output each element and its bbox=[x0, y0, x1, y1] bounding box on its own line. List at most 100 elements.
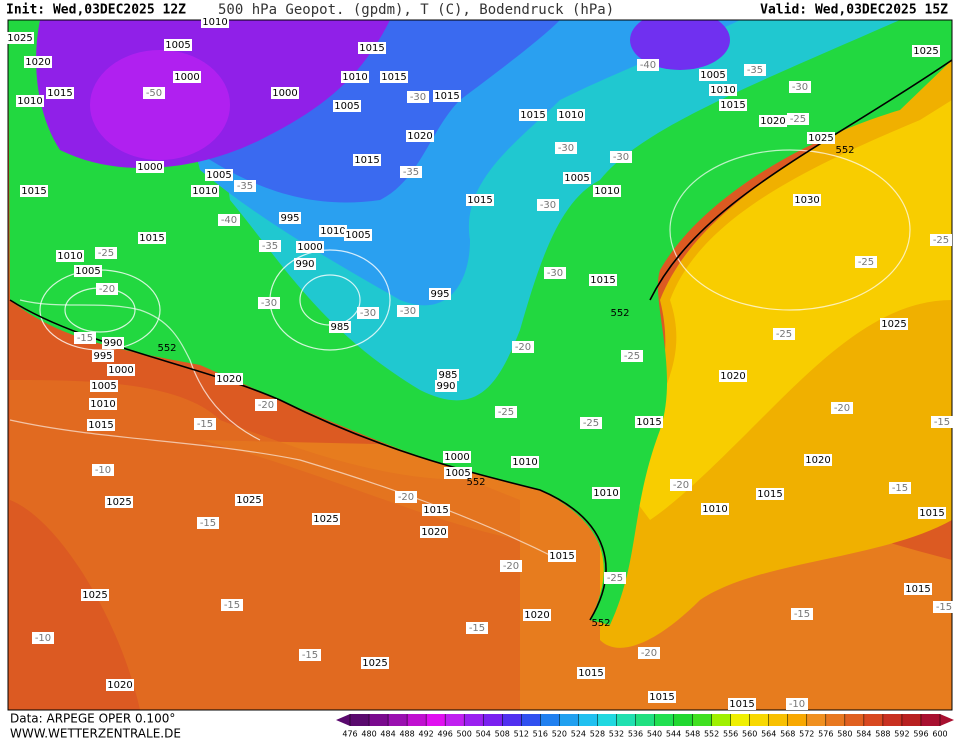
temperature-label-box bbox=[621, 350, 643, 362]
temperature-label: -25 bbox=[583, 418, 599, 429]
colorbar-cell bbox=[426, 714, 446, 726]
temperature-label: -30 bbox=[261, 298, 277, 309]
pressure-label: 1015 bbox=[381, 72, 406, 83]
pressure-label-box bbox=[90, 380, 118, 392]
pressure-label-box bbox=[341, 71, 369, 83]
pressure-label-box bbox=[635, 416, 663, 428]
temperature-label-box bbox=[555, 142, 577, 154]
temperature-label-box bbox=[495, 406, 517, 418]
temperature-label: -10 bbox=[789, 699, 805, 710]
temperature-label: -35 bbox=[403, 167, 419, 178]
temperature-label: -25 bbox=[624, 351, 640, 362]
colorbar-cell bbox=[388, 714, 408, 726]
pressure-label: 1000 bbox=[174, 72, 199, 83]
temperature-label: -20 bbox=[673, 480, 689, 491]
temperature-label-box bbox=[933, 601, 955, 613]
pressure-label: 1005 bbox=[345, 230, 370, 241]
colorbar-tick-label: 508 bbox=[495, 730, 510, 739]
temperature-label: -25 bbox=[498, 407, 514, 418]
temperature-label-box bbox=[930, 234, 952, 246]
pressure-label-box bbox=[523, 609, 551, 621]
pressure-label: 1025 bbox=[881, 319, 906, 330]
colorbar-tick-label: 568 bbox=[780, 730, 795, 739]
pressure-label-box bbox=[918, 507, 946, 519]
colorbar-end-high bbox=[940, 714, 954, 726]
pressure-label-box bbox=[235, 494, 263, 506]
colorbar-cell bbox=[445, 714, 465, 726]
temperature-label-box bbox=[407, 91, 429, 103]
pressure-label-box bbox=[92, 350, 114, 362]
pressure-label-box bbox=[279, 212, 301, 224]
pressure-label-box bbox=[756, 488, 784, 500]
temperature-label: -20 bbox=[641, 648, 657, 659]
colorbar-tick-label: 476 bbox=[342, 730, 357, 739]
pressure-label-box bbox=[138, 232, 166, 244]
pressure-label-box bbox=[793, 194, 821, 206]
temperature-label-box bbox=[512, 341, 534, 353]
temperature-label-box bbox=[537, 199, 559, 211]
pressure-label-box bbox=[294, 258, 316, 270]
pressure-label-box bbox=[173, 71, 201, 83]
pressure-label-box bbox=[106, 679, 134, 691]
temperature-label-box bbox=[395, 491, 417, 503]
colorbar-tick-label: 500 bbox=[457, 730, 472, 739]
pressure-label-box bbox=[719, 99, 747, 111]
temperature-label: -30 bbox=[613, 152, 629, 163]
pressure-label: 1005 bbox=[206, 170, 231, 181]
pressure-label-box bbox=[592, 487, 620, 499]
pressure-label: 1010 bbox=[320, 226, 345, 237]
pressure-label: 990 bbox=[436, 381, 455, 392]
temperature-label: -20 bbox=[99, 284, 115, 295]
pressure-label-box bbox=[648, 691, 676, 703]
temperature-label-box bbox=[397, 305, 419, 317]
colorbar-cell bbox=[730, 714, 751, 726]
pressure-label: 1015 bbox=[729, 699, 754, 710]
pressure-label-box bbox=[904, 583, 932, 595]
temperature-label-box bbox=[234, 180, 256, 192]
colorbar-cell bbox=[749, 714, 770, 726]
temperature-label: -20 bbox=[515, 342, 531, 353]
pressure-label: 1015 bbox=[434, 91, 459, 102]
temperature-label: -20 bbox=[258, 400, 274, 411]
temperature-label: -35 bbox=[237, 181, 253, 192]
temperature-label-box bbox=[74, 332, 96, 344]
temperature-label-box bbox=[580, 417, 602, 429]
pressure-label-box bbox=[380, 71, 408, 83]
colorbar-tick-label: 564 bbox=[761, 730, 776, 739]
pressure-label: 1010 bbox=[594, 186, 619, 197]
map-field bbox=[8, 20, 952, 710]
pressure-label: 1010 bbox=[192, 186, 217, 197]
temperature-label-box bbox=[889, 482, 911, 494]
pressure-label-box bbox=[699, 69, 727, 81]
colorbar-cell bbox=[635, 714, 656, 726]
temperature-label: -15 bbox=[892, 483, 908, 494]
temperature-label-box bbox=[259, 240, 281, 252]
colorbar-tick-label: 596 bbox=[913, 730, 928, 739]
temperature-label-box bbox=[855, 256, 877, 268]
pressure-label-box bbox=[353, 154, 381, 166]
colorbar-cell bbox=[692, 714, 713, 726]
pressure-label-box bbox=[548, 550, 576, 562]
pressure-label: 1020 bbox=[421, 527, 446, 538]
pressure-label-box bbox=[406, 130, 434, 142]
colorbar-cell bbox=[768, 714, 789, 726]
temperature-label: -15 bbox=[936, 602, 952, 613]
pressure-label-box bbox=[593, 185, 621, 197]
colorbar-tick-label: 548 bbox=[685, 730, 700, 739]
colorbar-cell bbox=[654, 714, 675, 726]
temperature-label-box bbox=[610, 151, 632, 163]
pressure-label-box bbox=[422, 504, 450, 516]
colorbar-tick-label: 584 bbox=[856, 730, 871, 739]
temperature-label: -15 bbox=[934, 417, 950, 428]
colorbar-tick-label: 480 bbox=[361, 730, 376, 739]
temperature-label-box bbox=[544, 267, 566, 279]
temperature-label: -15 bbox=[224, 600, 240, 611]
temperature-label-box bbox=[143, 87, 165, 99]
temperature-label-box bbox=[95, 247, 117, 259]
temperature-label: -20 bbox=[398, 492, 414, 503]
temperature-label: -15 bbox=[77, 333, 93, 344]
pressure-label-box bbox=[804, 454, 832, 466]
colorbar-tick-label: 560 bbox=[742, 730, 757, 739]
colorbar-cell bbox=[863, 714, 884, 726]
